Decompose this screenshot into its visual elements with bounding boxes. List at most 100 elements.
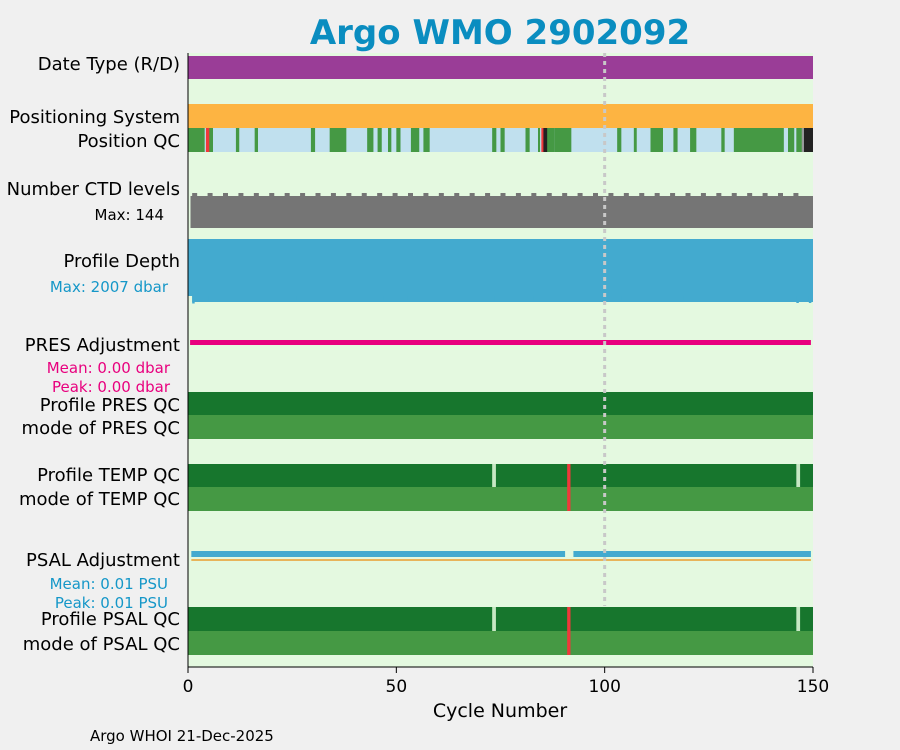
label-profile-depth: Profile Depth [63, 251, 180, 272]
profile-psal-qc-bad [567, 607, 571, 631]
x-tick-label-2: 100 [588, 677, 620, 697]
mode-temp-qc-bad [567, 487, 571, 511]
ctd-levels-peak-31 [670, 193, 676, 197]
ctd-levels-peak-29 [639, 193, 645, 197]
position-qc-good-segment-20 [650, 128, 663, 152]
label-number-ctd-levels: Number CTD levels [7, 179, 180, 200]
ctd-levels-peak-39 [793, 193, 799, 197]
ctd-levels-peak-35 [731, 193, 737, 197]
mode-psal-qc-bad [567, 631, 571, 655]
ctd-levels-peak-20 [500, 193, 506, 197]
x-tick-label-1: 50 [386, 677, 408, 697]
profile-temp-qc-bad [567, 464, 571, 487]
label-mode-temp-qc: mode of TEMP QC [19, 489, 180, 510]
label-mode-pres-qc: mode of PRES QC [22, 418, 180, 439]
profile-depth-tail [192, 296, 813, 302]
plot-panel [188, 53, 813, 667]
position-qc-good-segment-11 [423, 128, 430, 152]
position-qc-good-segment-21 [673, 128, 678, 152]
position-qc-good-segment-16 [546, 128, 555, 152]
position-qc-good-segment-23 [721, 128, 725, 152]
ctd-levels-peak-16 [438, 193, 444, 197]
position-qc-good-segment-6 [367, 128, 374, 152]
ctd-levels-peak-19 [485, 193, 491, 197]
x-tick-label-3: 150 [797, 677, 829, 697]
profile-temp-qc-bar [188, 464, 813, 487]
ctd-levels-peak-38 [778, 193, 783, 197]
position-qc-good-segment-8 [388, 128, 392, 152]
depth-max-annotation: Max: 2007 dbar [50, 278, 169, 296]
ctd-levels-peak-24 [562, 193, 568, 197]
x-tick-label-0: 0 [183, 677, 194, 697]
position-qc-flag-black-0 [543, 128, 548, 152]
ctd-levels-peak-25 [577, 193, 583, 197]
label-positioning-system: Positioning System [9, 107, 180, 128]
psal-mean-annotation: Mean: 0.01 PSU [50, 575, 168, 593]
position-qc-good-segment-3 [254, 128, 258, 152]
ctd-levels-peak-27 [608, 193, 614, 197]
position-qc-good-segment-22 [690, 128, 697, 152]
ctd-levels-peak-7 [300, 193, 306, 197]
ctd-levels-peak-9 [330, 193, 336, 197]
profile-temp-qc-gap-0 [492, 464, 496, 487]
profile-psal-qc-bar [188, 607, 813, 631]
ctd-levels-peak-6 [284, 193, 290, 197]
position-qc-good-segment-10 [410, 128, 420, 152]
psal-zero-line [191, 559, 811, 561]
position-qc-flag-gray-0 [801, 128, 804, 152]
position-qc-good-segment-0 [188, 128, 205, 152]
ctd-levels-peak-28 [623, 193, 629, 197]
profile-temp-qc-gap-1 [796, 464, 801, 487]
ctd-levels-bar [190, 196, 813, 228]
profile-depth-tip-4 [404, 296, 408, 300]
label-position-qc: Position QC [77, 131, 180, 152]
profile-depth-tip-7 [621, 296, 624, 300]
ctd-levels-peak-37 [762, 193, 768, 197]
position-qc-good-segment-1 [208, 128, 213, 152]
profile-depth-tip-10 [796, 296, 799, 303]
ctd-levels-peak-8 [315, 193, 321, 197]
ctd-levels-peak-17 [454, 193, 460, 197]
positioning-system-bar [188, 104, 813, 128]
psal-adjustment-line-a [191, 551, 566, 557]
position-qc-good-segment-26 [796, 128, 803, 152]
label-profile-temp-qc: Profile TEMP QC [37, 465, 180, 486]
label-date-type: Date Type (R/D) [38, 54, 180, 75]
ctd-levels-peak-10 [346, 193, 352, 197]
pres-adjustment-line [190, 340, 811, 345]
mode-psal-qc-bar [188, 631, 813, 655]
mode-pres-qc-bar [188, 415, 813, 439]
profile-depth-tip-0 [192, 296, 195, 304]
ctd-levels-peak-11 [361, 193, 367, 197]
psal-peak-annotation: Peak: 0.01 PSU [55, 594, 168, 612]
position-qc-good-segment-14 [525, 128, 530, 152]
profile-depth-tip-2 [296, 296, 299, 300]
ctd-levels-peak-3 [238, 193, 244, 197]
ctd-levels-peak-0 [192, 193, 198, 197]
position-qc-good-segment-15 [538, 128, 541, 152]
ctd-levels-peak-12 [377, 193, 383, 197]
mode-temp-qc-bar [188, 487, 813, 511]
ctd-levels-peak-14 [408, 193, 413, 197]
ctd-levels-peak-13 [392, 193, 398, 197]
position-qc-good-segment-7 [377, 128, 382, 152]
profile-depth-tip-5 [492, 296, 495, 301]
profile-depth-tip-6 [533, 296, 537, 300]
ctd-levels-peak-23 [546, 193, 552, 197]
label-profile-psal-qc: Profile PSAL QC [41, 609, 180, 630]
label-psal-adjustment: PSAL Adjustment [26, 550, 180, 571]
position-qc-good-segment-9 [396, 128, 401, 152]
position-qc-good-segment-18 [617, 128, 622, 152]
position-qc-good-segment-25 [788, 128, 795, 152]
position-qc-good-segment-13 [500, 128, 505, 152]
ctd-levels-peak-18 [469, 193, 475, 197]
pres-mean-annotation: Mean: 0.00 dbar [47, 359, 171, 377]
position-qc-flag-red-1 [541, 128, 545, 152]
chart-title: Argo WMO 2902092 [310, 13, 690, 53]
ctd-levels-peak-30 [654, 193, 660, 197]
ctd-levels-peak-21 [515, 193, 521, 197]
position-qc-good-segment-24 [733, 128, 784, 152]
ctd-levels-peak-34 [716, 193, 722, 197]
ctd-levels-peak-32 [685, 193, 691, 197]
